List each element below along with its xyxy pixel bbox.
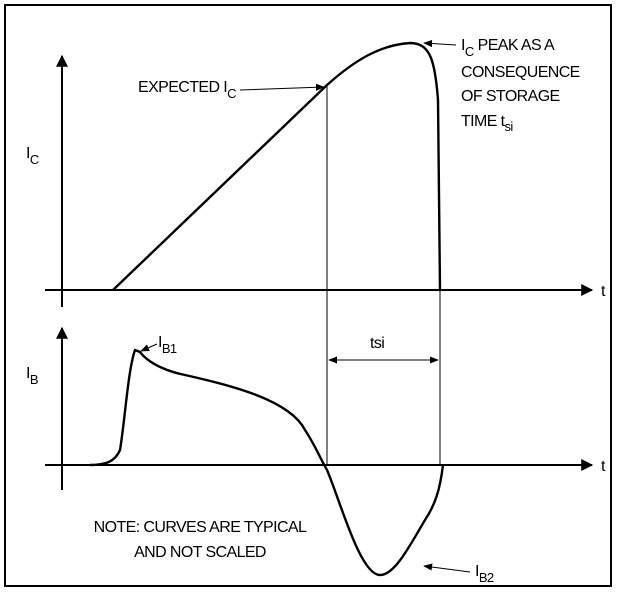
ib1-arrow [140,343,158,352]
ib1-label: IB1 [158,334,177,356]
expected-arrow [239,83,325,91]
ib2-label: IB2 [475,563,494,585]
ib2-main: I [475,563,479,580]
expected-label: EXPECTED IC [138,79,236,101]
peak-line4-sub: si [505,119,514,134]
ib2-sub: B2 [479,570,494,585]
x-label: t [601,283,606,300]
peak-rest: PEAK AS A [478,37,555,54]
expected-main: EXPECTED I [138,79,227,96]
frame [4,4,612,587]
peak-line4-main: TIME t [461,113,506,130]
peak-line1: IC PEAK AS A [461,37,555,59]
note-line: NOTE: CURVES ARE TYPICAL [94,519,307,536]
y-label: IC [26,145,39,167]
peak-sub: C [465,44,474,59]
note-line: AND NOT SCALED [134,544,266,561]
tsi-label: tsi [370,335,384,352]
peak-line4: TIME tsi [461,113,513,134]
y-label-sub: B [30,372,38,387]
y-label-main: I [26,145,30,162]
peak-arrow [423,39,457,48]
y-label-main: I [26,365,30,382]
peak-main: I [461,37,465,54]
ib1-sub: B1 [162,341,177,356]
y-label-sub: C [30,152,39,167]
ib2-arrow [423,563,471,573]
ic-curve [112,41,442,291]
ib1-main: I [158,334,162,351]
ib-curve [89,348,445,577]
y-label: IB [26,365,38,387]
peak-line2: CONSEQUENCE [461,64,580,81]
expected-sub: C [227,86,236,101]
peak-line3: OF STORAGE [461,88,560,105]
x-label: t [601,458,606,475]
